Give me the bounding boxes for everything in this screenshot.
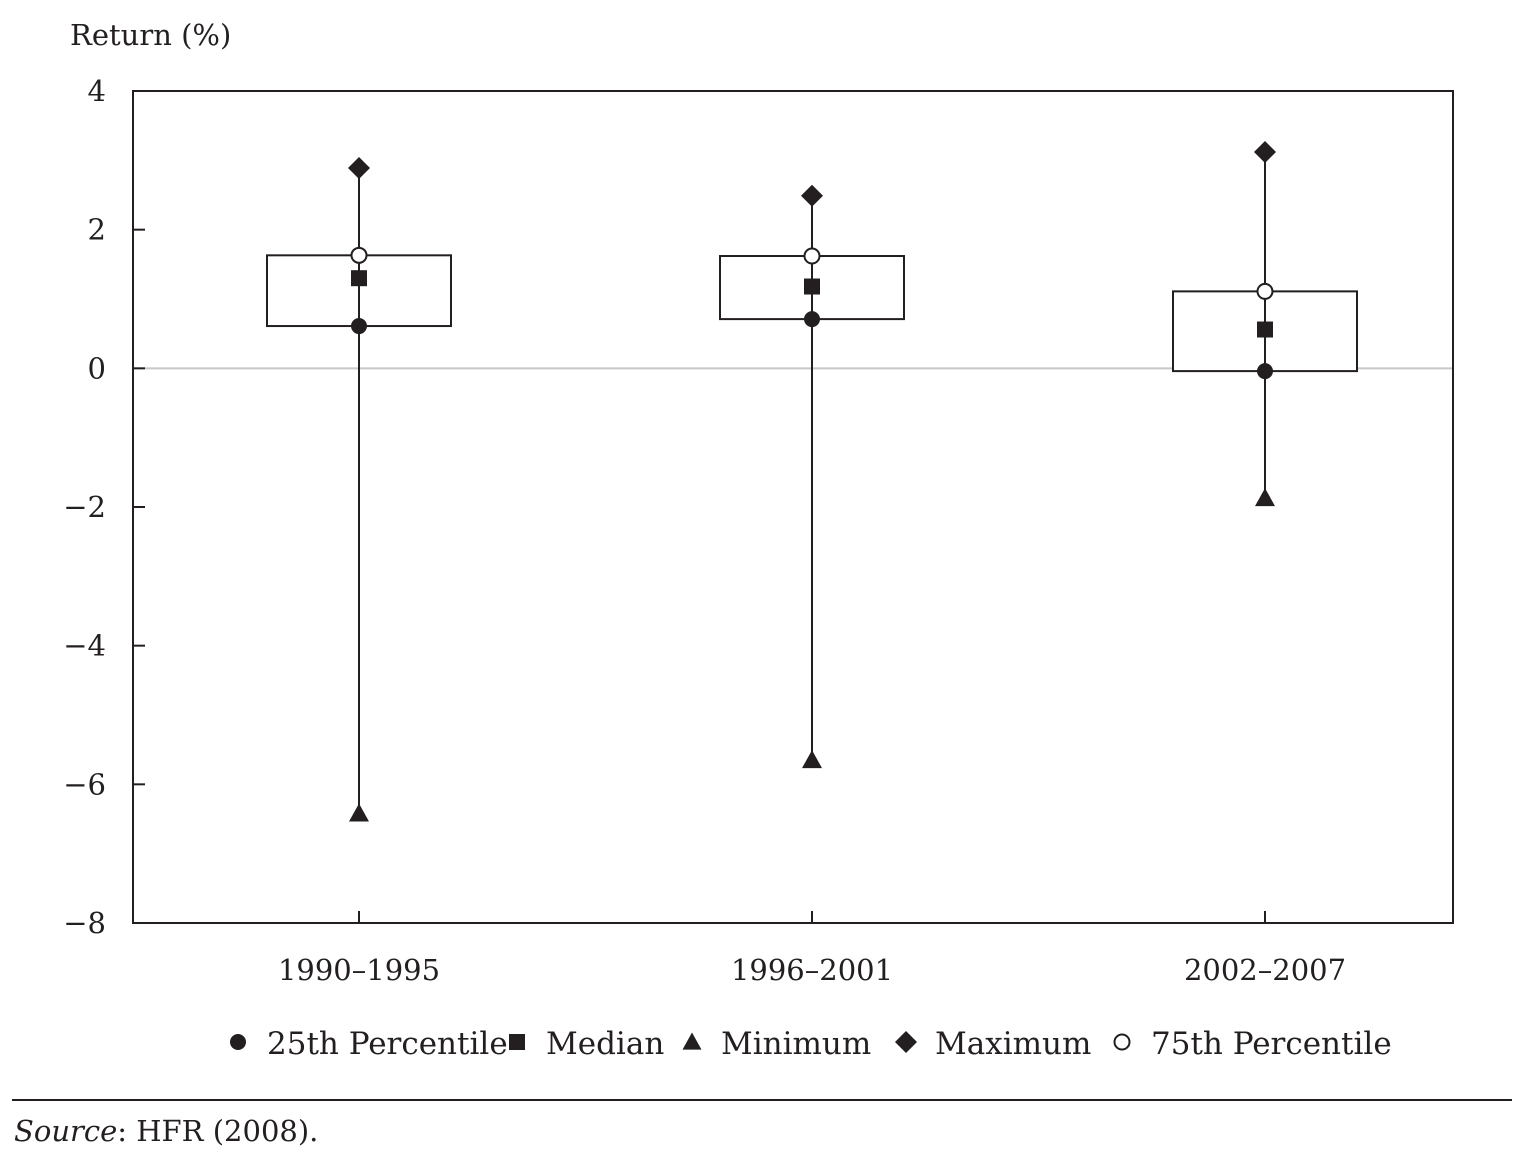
chart: Return (%) 4 2 0 −2 −4 −6 −8 1990–1995 1996–2001… [63, 18, 1454, 1062]
median-marker [804, 278, 820, 295]
legend-marker [1113, 1033, 1131, 1051]
legend-item: Minimum [682, 1026, 871, 1062]
legend-label: 75th Percentile [1151, 1026, 1392, 1062]
source-text: : HFR (2008). [117, 1114, 319, 1148]
source-note: Source: HFR (2008). [14, 1114, 318, 1148]
legend-item: Median [509, 1026, 664, 1062]
legend-marker [682, 1032, 702, 1050]
y-tick-label: −2 [63, 490, 106, 524]
maximum-marker [1254, 141, 1276, 164]
legend-label: 25th Percentile [267, 1026, 508, 1062]
minimum-marker [802, 750, 822, 769]
source-divider [12, 1099, 1512, 1101]
p25-marker [1257, 363, 1273, 380]
p75-marker [803, 247, 821, 265]
legend-item: 25th Percentile [230, 1026, 508, 1062]
x-tick-label: 1990–1995 [278, 953, 440, 987]
maximum-marker [801, 184, 823, 207]
minimum-marker [349, 803, 369, 822]
maximum-marker [348, 156, 370, 179]
median-marker [351, 270, 367, 287]
median-marker [1257, 321, 1273, 338]
p25-marker [804, 311, 820, 328]
x-tick-label: 2002–2007 [1184, 953, 1346, 987]
y-tick-label: −4 [63, 629, 106, 663]
y-tick-label: −8 [63, 906, 106, 940]
p25-marker [351, 318, 367, 335]
y-axis-label: Return (%) [70, 18, 231, 52]
p75-marker [350, 246, 368, 264]
y-tick-label: 0 [88, 351, 106, 385]
x-tick-label: 1996–2001 [731, 953, 893, 987]
p75-marker [1256, 282, 1274, 300]
legend-label: Median [546, 1026, 664, 1062]
legend: 25th Percentile Median Minimum Maximum 75th … [230, 1026, 1392, 1062]
legend-item: Maximum [895, 1026, 1091, 1062]
y-tick-label: 2 [88, 213, 106, 247]
plot-area: 4 2 0 −2 −4 −6 −8 1990–1995 1996–2001 2002–2007 [63, 74, 1454, 987]
legend-marker [895, 1031, 917, 1053]
minimum-marker [1255, 488, 1275, 507]
legend-label: Maximum [935, 1026, 1091, 1062]
plot-frame [132, 90, 1454, 924]
y-tick-label: 4 [88, 74, 106, 108]
legend-marker [230, 1034, 246, 1050]
legend-marker [509, 1034, 525, 1050]
legend-item: 75th Percentile [1113, 1026, 1392, 1062]
y-tick-label: −6 [63, 767, 106, 801]
source-label: Source [14, 1114, 118, 1148]
legend-label: Minimum [721, 1026, 871, 1062]
